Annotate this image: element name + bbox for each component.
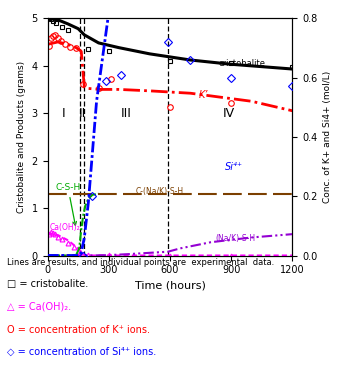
Text: △ = Ca(OH)₂.: △ = Ca(OH)₂. [7,302,71,312]
Text: Lines are results, and individual points are  experimental  data.: Lines are results, and individual points… [7,258,274,266]
Text: I: I [62,107,66,120]
Y-axis label: Conc. of K+ and Si4+ (mol/L): Conc. of K+ and Si4+ (mol/L) [323,71,332,203]
Text: Si⁴⁺: Si⁴⁺ [225,162,243,172]
Text: cristobalite: cristobalite [219,59,266,68]
Text: III: III [121,107,132,120]
Text: □ = cristobalite.: □ = cristobalite. [7,279,88,289]
Text: (Na/K)-S-H: (Na/K)-S-H [215,234,255,243]
Text: IV: IV [223,107,235,120]
Text: O = concentration of K⁺ ions.: O = concentration of K⁺ ions. [7,324,150,334]
Text: II: II [79,107,86,120]
Text: ◇ = concentration of Si⁴⁺ ions.: ◇ = concentration of Si⁴⁺ ions. [7,347,156,357]
Text: C-S-H: C-S-H [55,183,81,225]
Text: K’: K’ [199,90,208,100]
Text: C-(Na/K)-S-H: C-(Na/K)-S-H [135,187,184,196]
Y-axis label: Cristobalite and Products (grams): Cristobalite and Products (grams) [17,61,26,213]
Text: Ca(OH)₂: Ca(OH)₂ [50,223,80,233]
X-axis label: Time (hours): Time (hours) [135,281,205,291]
